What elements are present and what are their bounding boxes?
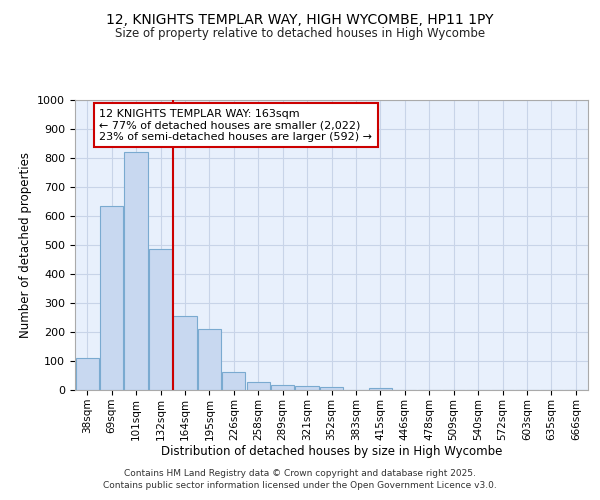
Text: 12, KNIGHTS TEMPLAR WAY, HIGH WYCOMBE, HP11 1PY: 12, KNIGHTS TEMPLAR WAY, HIGH WYCOMBE, H… [106,12,494,26]
Bar [100,206,123,390]
Y-axis label: Number of detached properties: Number of detached properties [19,152,32,338]
Bar [198,329,221,390]
Bar [149,250,172,390]
X-axis label: Distribution of detached houses by size in High Wycombe: Distribution of detached houses by size … [161,446,502,458]
Bar [271,385,294,390]
Text: Contains public sector information licensed under the Open Government Licence v3: Contains public sector information licen… [103,481,497,490]
Bar [320,387,343,390]
Bar [124,152,148,390]
Bar [369,388,392,390]
Bar [295,386,319,390]
Text: Contains HM Land Registry data © Crown copyright and database right 2025.: Contains HM Land Registry data © Crown c… [124,468,476,477]
Text: Size of property relative to detached houses in High Wycombe: Size of property relative to detached ho… [115,28,485,40]
Bar [247,382,270,390]
Bar [222,372,245,390]
Bar [76,358,99,390]
Bar [173,316,197,390]
Text: 12 KNIGHTS TEMPLAR WAY: 163sqm
← 77% of detached houses are smaller (2,022)
23% : 12 KNIGHTS TEMPLAR WAY: 163sqm ← 77% of … [100,108,373,142]
